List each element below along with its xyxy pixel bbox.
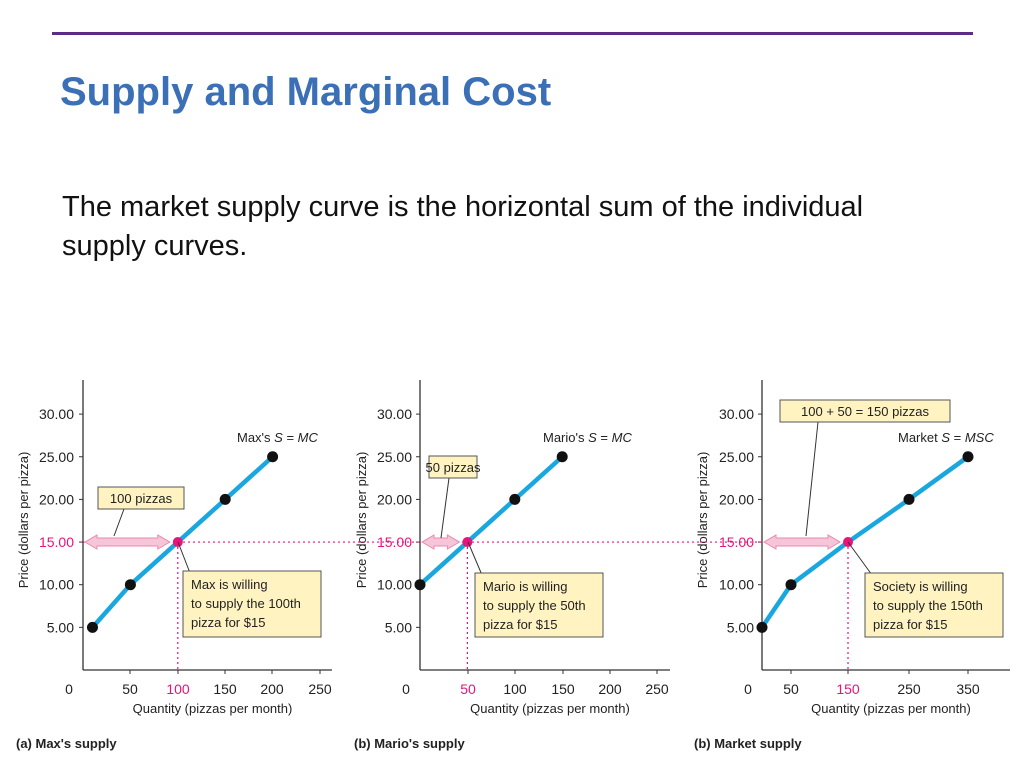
x-axis-title: Quantity (pizzas per month)	[470, 701, 630, 716]
arrow-label-box	[97, 486, 185, 510]
highlight-point	[172, 537, 183, 548]
data-point	[756, 621, 768, 633]
quantity-arrow	[763, 534, 841, 550]
arrow-label: 100 + 50 = 150 pizzas	[801, 404, 929, 419]
arrow-label-pointer	[440, 477, 450, 539]
curve-label: Mario's S = MC	[543, 430, 632, 445]
y-tick-label: 30.00	[377, 406, 412, 422]
x-tick-label: 200	[598, 681, 622, 697]
callout-line: pizza for $15	[483, 617, 557, 632]
data-point	[785, 579, 797, 591]
arrow-label: 50 pizzas	[426, 460, 481, 475]
x-tick-label: 150	[213, 681, 237, 697]
y-tick-label: 5.00	[385, 619, 412, 635]
callout-pointer	[467, 541, 483, 576]
y-tick-label: 5.00	[727, 619, 754, 635]
y-tick-label: 10.00	[377, 577, 412, 593]
x-tick-label: 150	[836, 681, 860, 697]
data-point	[124, 579, 136, 591]
chart-panel-1: 5.00 10.00 15.00 20.00 25.00 30.00 0 50 100 150 20…	[16, 380, 360, 751]
callout-line: Mario is willing	[483, 579, 568, 594]
x-tick-label: 100	[503, 681, 527, 697]
slide-title: Supply and Marginal Cost	[60, 70, 552, 114]
callout-box	[182, 570, 322, 638]
x-tick-label: 100	[166, 681, 190, 697]
quantity-arrow	[421, 534, 461, 550]
data-point	[962, 451, 974, 463]
arrow-label-box	[428, 455, 478, 479]
curve-label: Max's S = MC	[237, 430, 318, 445]
x-tick-label: 250	[645, 681, 669, 697]
data-point	[414, 579, 426, 591]
chart-panel-2: 5.00 10.00 15.00 20.00 25.00 30.00 0 50 100 150 20…	[354, 380, 700, 751]
x-axis-title: Quantity (pizzas per month)	[811, 701, 971, 716]
x-tick-label: 150	[551, 681, 575, 697]
y-tick-label: 20.00	[39, 491, 74, 507]
y-axis-title: Price (dollars per pizza)	[16, 452, 31, 589]
callout-line: to supply the 50th	[483, 598, 586, 613]
panel-label: (b) Market supply	[694, 736, 802, 751]
y-tick-label: 10.00	[719, 577, 754, 593]
y-tick-label: 25.00	[719, 449, 754, 465]
y-tick-label: 25.00	[39, 449, 74, 465]
panel-label: (b) Mario's supply	[354, 736, 465, 751]
callout-line: pizza for $15	[873, 617, 947, 632]
data-point	[509, 493, 521, 505]
curve-label: Market S = MSC	[898, 430, 994, 445]
x-tick-label: 250	[308, 681, 332, 697]
callout-line: pizza for $15	[191, 615, 265, 630]
panel-label: (a) Max's supply	[16, 736, 117, 751]
y-tick-label: 10.00	[39, 577, 74, 593]
x-tick-label: 0	[402, 681, 410, 697]
callout-line: to supply the 150th	[873, 598, 983, 613]
y-tick-label: 30.00	[719, 406, 754, 422]
x-axis-title: Quantity (pizzas per month)	[133, 701, 293, 716]
callout-line: Society is willing	[873, 579, 968, 594]
x-tick-label: 50	[783, 681, 799, 697]
callout-box	[474, 572, 604, 638]
x-tick-label: 350	[956, 681, 980, 697]
y-tick-label: 20.00	[377, 491, 412, 507]
data-point	[903, 493, 915, 505]
y-tick-label: 5.00	[47, 619, 74, 635]
data-point	[219, 493, 231, 505]
x-tick-label: 50	[460, 681, 476, 697]
x-tick-label: 200	[260, 681, 284, 697]
callout-line: Max is willing	[191, 577, 268, 592]
highlight-point	[462, 537, 473, 548]
y-tick-label: 30.00	[39, 406, 74, 422]
y-tick-label: 15.00	[39, 534, 74, 550]
x-tick-label: 250	[897, 681, 921, 697]
arrow-label-pointer	[113, 508, 125, 537]
supply-charts: 5.00 10.00 15.00 20.00 25.00 30.00 0 50 100 150 20…	[16, 380, 1010, 751]
y-tick-label: 15.00	[377, 534, 412, 550]
arrow-label-pointer	[805, 421, 819, 537]
callout-pointer	[177, 541, 191, 574]
arrow-label: 100 pizzas	[110, 491, 173, 506]
y-axis-title: Price (dollars per pizza)	[695, 452, 710, 589]
callout-pointer	[847, 541, 873, 576]
top-rule	[52, 32, 973, 35]
x-tick-label: 50	[122, 681, 138, 697]
x-tick-label: 0	[65, 681, 73, 697]
slide-body-text: The market supply curve is the horizonta…	[62, 191, 864, 262]
data-point	[556, 451, 568, 463]
data-point	[86, 621, 98, 633]
callout-line: to supply the 100th	[191, 596, 301, 611]
y-tick-label: 20.00	[719, 491, 754, 507]
x-tick-label: 0	[744, 681, 752, 697]
arrow-label-box	[779, 399, 951, 423]
supply-curve	[418, 455, 564, 587]
data-point	[267, 451, 279, 463]
y-tick-label: 25.00	[377, 449, 412, 465]
callout-box	[864, 572, 1004, 638]
quantity-arrow	[84, 534, 171, 550]
y-axis-title: Price (dollars per pizza)	[354, 452, 369, 589]
